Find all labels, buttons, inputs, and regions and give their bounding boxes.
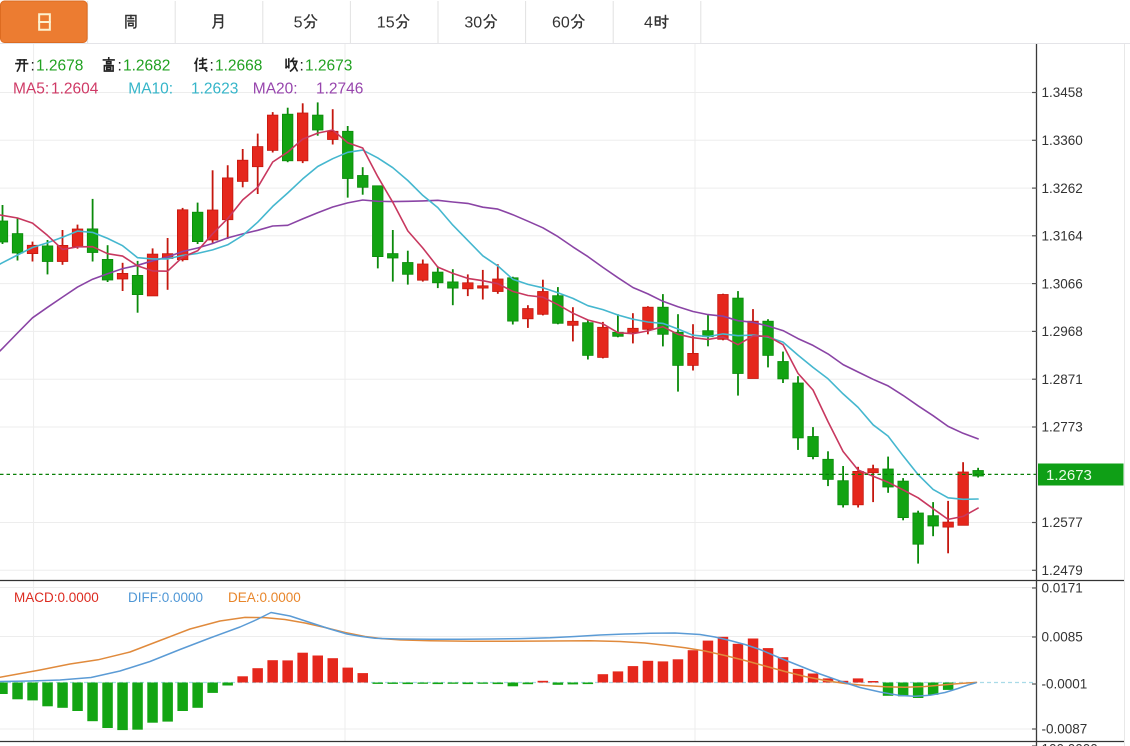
svg-text:0: 0 xyxy=(473,15,482,32)
svg-text:1.3066: 1.3066 xyxy=(1042,276,1083,291)
svg-text:-0.0001: -0.0001 xyxy=(1042,677,1088,692)
svg-text:1.3458: 1.3458 xyxy=(1042,85,1083,100)
svg-text:1.2678: 1.2678 xyxy=(36,58,83,75)
svg-text:MA20:: MA20: xyxy=(253,81,298,98)
svg-text:1: 1 xyxy=(377,15,386,32)
svg-text:3: 3 xyxy=(464,15,473,32)
svg-text:1.2673: 1.2673 xyxy=(1046,467,1092,484)
svg-text:0: 0 xyxy=(561,15,570,32)
svg-text:MA10:: MA10: xyxy=(128,81,173,98)
svg-text::: : xyxy=(210,58,214,75)
svg-text:MACD:0.0000: MACD:0.0000 xyxy=(14,590,99,605)
svg-text:DIFF:0.0000: DIFF:0.0000 xyxy=(128,590,203,605)
svg-text:100.0000: 100.0000 xyxy=(1042,742,1098,746)
svg-text:1.2773: 1.2773 xyxy=(1042,420,1083,435)
svg-text:1.3262: 1.3262 xyxy=(1042,181,1083,196)
svg-text:1.2746: 1.2746 xyxy=(316,81,363,98)
svg-text:1.3360: 1.3360 xyxy=(1042,133,1083,148)
svg-text:1.3164: 1.3164 xyxy=(1042,229,1084,244)
svg-text::: : xyxy=(300,58,304,75)
svg-text:1.2668: 1.2668 xyxy=(215,58,262,75)
svg-text:DEA:0.0000: DEA:0.0000 xyxy=(228,590,301,605)
svg-text::: : xyxy=(31,58,35,75)
svg-text:1.2871: 1.2871 xyxy=(1042,372,1083,387)
svg-text:6: 6 xyxy=(552,15,561,32)
svg-text:1.2479: 1.2479 xyxy=(1042,563,1083,578)
svg-text:1.2577: 1.2577 xyxy=(1042,515,1083,530)
svg-text:5: 5 xyxy=(386,15,395,32)
svg-text:1.2604: 1.2604 xyxy=(51,81,99,98)
svg-text:1.2673: 1.2673 xyxy=(305,58,352,75)
svg-text:5: 5 xyxy=(294,15,303,32)
svg-text:1.2623: 1.2623 xyxy=(191,81,238,98)
svg-text:4: 4 xyxy=(644,15,653,32)
svg-text:0.0171: 0.0171 xyxy=(1042,581,1083,596)
svg-text:MA5:: MA5: xyxy=(13,81,49,98)
svg-text:1.2682: 1.2682 xyxy=(123,58,170,75)
svg-text::: : xyxy=(118,58,122,75)
svg-text:1.2968: 1.2968 xyxy=(1042,324,1083,339)
svg-text:0.0085: 0.0085 xyxy=(1042,630,1083,645)
svg-text:-0.0087: -0.0087 xyxy=(1042,722,1088,737)
